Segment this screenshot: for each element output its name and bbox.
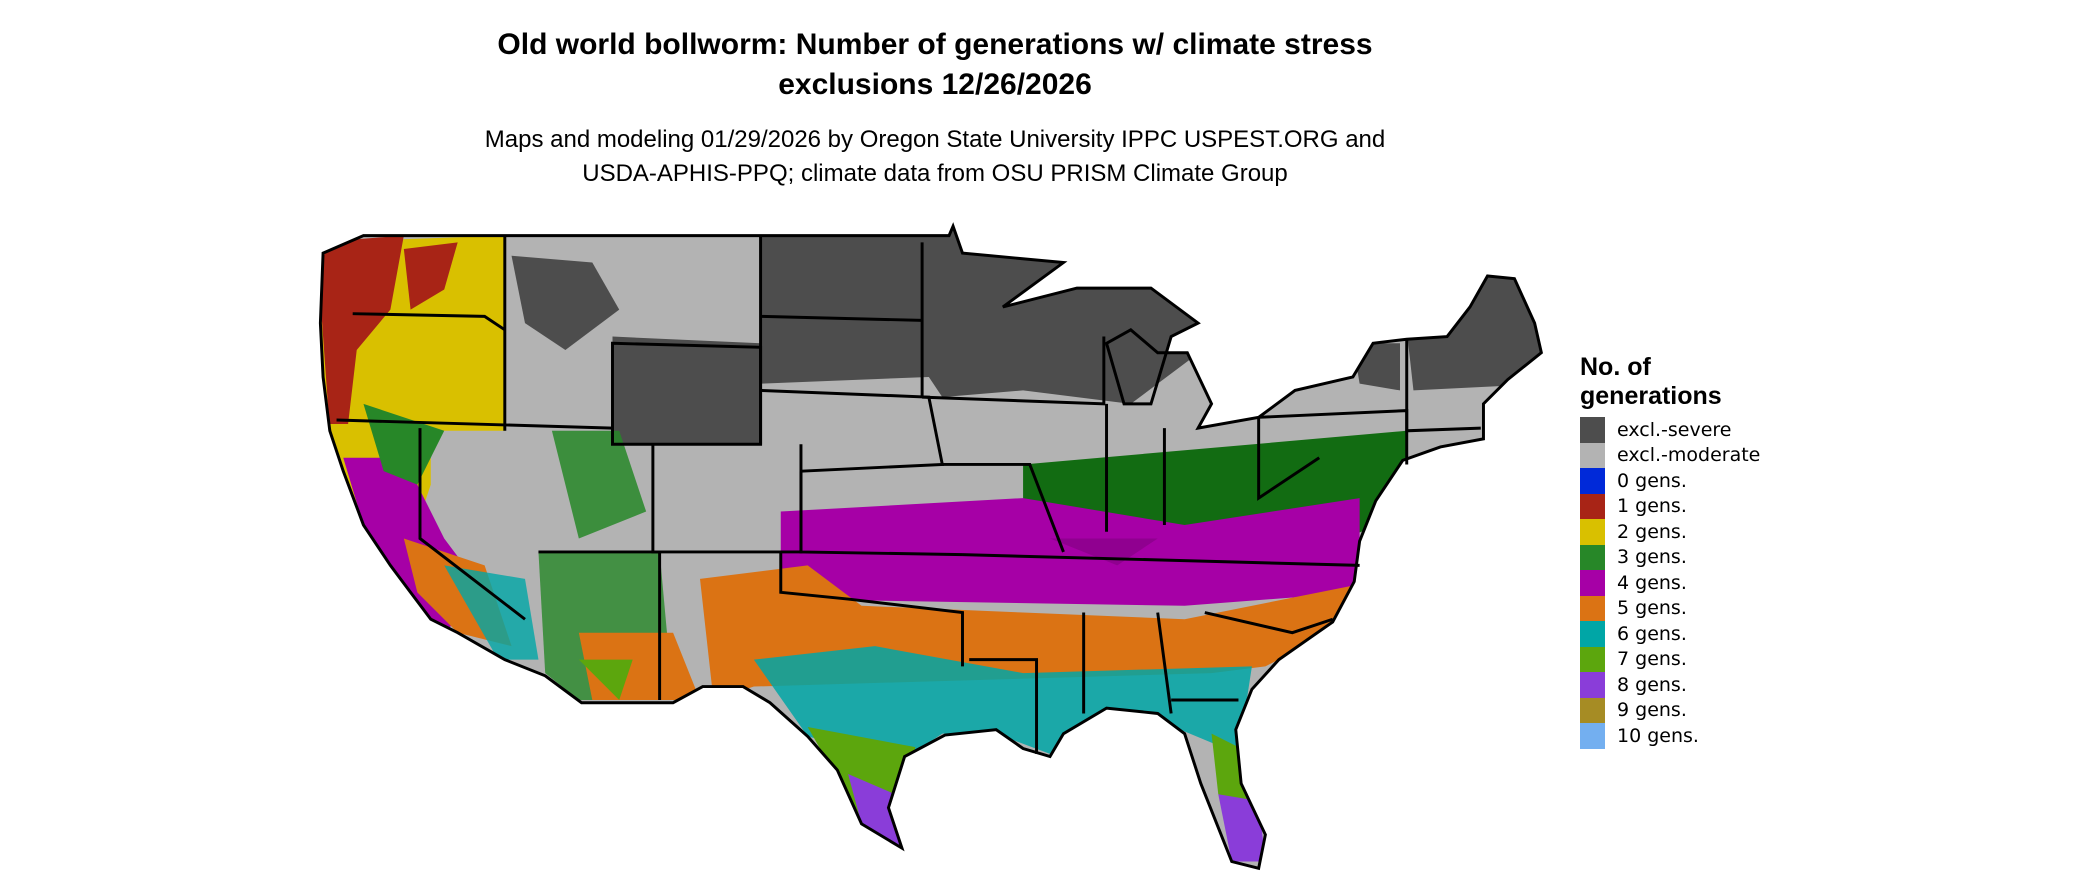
- legend-swatch: [1580, 697, 1605, 723]
- border-wa-or: [352, 312, 506, 332]
- legend-title-line2: generations: [1580, 382, 1722, 410]
- border-kansas: [799, 471, 963, 557]
- zone-3-gens-utah: [551, 430, 647, 539]
- legend-label: 3 gens.: [1617, 546, 1687, 569]
- legend: No. of generations excl.-severe excl.-mod…: [1580, 353, 1760, 749]
- legend-swatch: [1580, 723, 1605, 749]
- legend-item: excl.-severe: [1580, 417, 1760, 443]
- legend-swatch: [1580, 595, 1605, 621]
- zone-4-gens-south: [780, 498, 1360, 606]
- zone-7-gens-arizona: [578, 659, 633, 701]
- zone-4-gens-kentucky: [1050, 538, 1158, 566]
- legend-swatch: [1580, 493, 1605, 519]
- legend-swatch: [1580, 621, 1605, 647]
- generation-zones: [320, 226, 1542, 869]
- border-42nd-parallel: [336, 418, 613, 430]
- border-ms-al-ga: [1082, 612, 1173, 714]
- legend-item: 4 gens.: [1580, 570, 1760, 596]
- legend-label: 8 gens.: [1617, 673, 1687, 696]
- legend-label: 6 gens.: [1617, 622, 1687, 645]
- map-subtitle-line2: USDA-APHIS-PPQ; climate data from OSU PR…: [582, 160, 1288, 187]
- zone-excl-severe-montana: [511, 255, 620, 351]
- zone-excl-severe-maine: [1400, 269, 1542, 391]
- legend-label: 7 gens.: [1617, 648, 1687, 671]
- zone-1-gens-cascades: [403, 242, 458, 310]
- border-iowa-wi: [922, 336, 1106, 406]
- legend-title: No. of generations: [1580, 353, 1760, 411]
- legend-label: 9 gens.: [1617, 699, 1687, 722]
- border-arkansas-louisiana: [969, 658, 1039, 754]
- legend-items: excl.-severe excl.-moderate 0 gens. 1 gens.…: [1580, 417, 1760, 749]
- legend-item: 1 gens.: [1580, 493, 1760, 519]
- border-missouri: [942, 462, 1065, 553]
- border-oh-pa: [1257, 417, 1321, 501]
- legend-swatch: [1580, 417, 1605, 443]
- legend-item: excl.-moderate: [1580, 442, 1761, 468]
- legend-item: 3 gens.: [1580, 544, 1760, 570]
- legend-item: 5 gens.: [1580, 595, 1760, 621]
- legend-swatch: [1580, 544, 1605, 570]
- legend-label: excl.-severe: [1617, 418, 1732, 441]
- map-title-line1: Old world bollworm: Number of generation…: [497, 28, 1373, 61]
- legend-swatch: [1580, 672, 1605, 698]
- legend-item: 7 gens.: [1580, 646, 1760, 672]
- map-title-line2: exclusions 12/26/2026: [778, 68, 1092, 101]
- border-carolinas: [1204, 611, 1334, 635]
- legend-swatch: [1580, 442, 1605, 468]
- state-borders: [318, 224, 1543, 870]
- border-36-30: [962, 553, 1360, 567]
- legend-swatch: [1580, 570, 1605, 596]
- border-nv-ca: [418, 428, 526, 621]
- zone-1-gens-coast: [320, 235, 404, 431]
- legend-swatch: [1580, 468, 1605, 494]
- legend-item: 10 gens.: [1580, 723, 1760, 749]
- legend-swatch: [1580, 519, 1605, 545]
- legend-item: 8 gens.: [1580, 672, 1760, 698]
- legend-label: 5 gens.: [1617, 597, 1687, 620]
- legend-item: 0 gens.: [1580, 468, 1760, 494]
- legend-label: 0 gens.: [1617, 469, 1687, 492]
- border-new-england: [1405, 339, 1481, 433]
- zone-8-gens-florida: [1218, 794, 1266, 862]
- border-nd-sd: [760, 314, 923, 322]
- map-subtitle-line1: Maps and modeling 01/29/2026 by Oregon S…: [484, 126, 1386, 153]
- legend-item: 9 gens.: [1580, 697, 1760, 723]
- legend-label: 1 gens.: [1617, 495, 1687, 518]
- legend-label: 10 gens.: [1617, 724, 1699, 747]
- zone-8-gens-texas: [848, 774, 905, 849]
- border-nebraska: [760, 388, 945, 473]
- legend-item: 2 gens.: [1580, 519, 1760, 545]
- border-az-nm: [538, 550, 662, 701]
- border-oklahoma-texas: [779, 551, 964, 667]
- zone-6-gens-desert: [444, 565, 539, 660]
- legend-item: 6 gens.: [1580, 621, 1760, 647]
- legend-label: 4 gens.: [1617, 571, 1687, 594]
- zone-6-gens-gulf: [753, 646, 1252, 761]
- legend-swatch: [1580, 646, 1605, 672]
- legend-label: excl.-moderate: [1617, 444, 1761, 467]
- legend-title-line1: No. of: [1580, 353, 1651, 381]
- zone-excl-severe-wyoming: [612, 336, 761, 445]
- legend-label: 2 gens.: [1617, 520, 1687, 543]
